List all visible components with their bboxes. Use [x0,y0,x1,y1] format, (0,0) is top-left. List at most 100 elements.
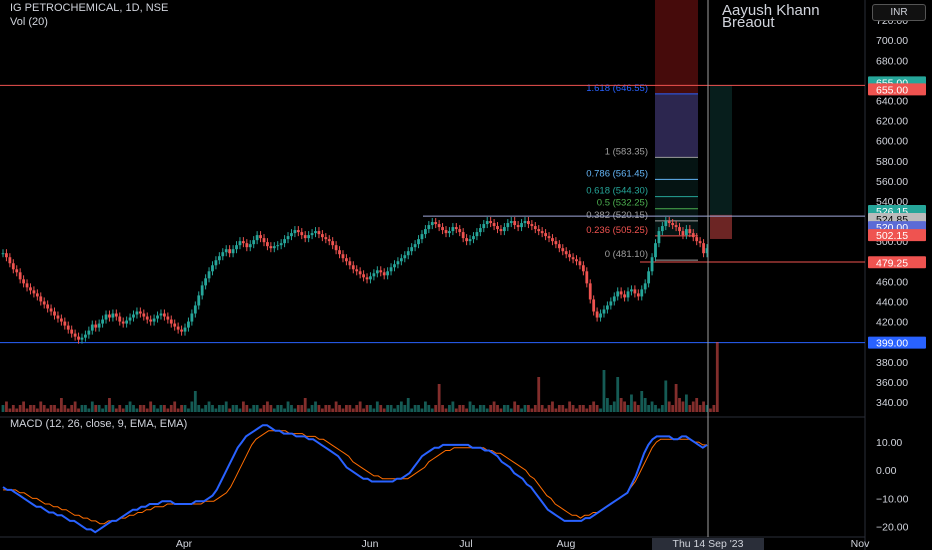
volume-bar [207,401,211,412]
symbol-legend[interactable]: IG PETROCHEMICAL, 1D, NSE [10,2,169,14]
price-tick-label: 540.00 [876,196,908,208]
volume-bar [640,391,644,412]
candle-body [138,311,142,314]
candle-body [8,257,12,264]
candle-body [406,251,410,256]
candle-body [640,289,644,297]
volume-bar [667,401,671,412]
volume-bar [527,405,530,412]
candle-body [358,271,362,275]
price-tick-label: 560.00 [876,176,908,188]
volume-bar [465,408,469,412]
candle-body [454,227,458,230]
volume-bar [121,408,125,412]
candle-body [612,296,616,302]
volume-bar [80,405,84,412]
candle-body [595,311,599,318]
price-badge-label: 479.25 [876,257,908,269]
macd-legend[interactable]: MACD (12, 26, close, 9, EMA, EMA) [10,418,188,430]
candle-body [11,263,15,270]
candle-body [169,319,173,324]
volume-bar [427,405,431,412]
time-tick-label: Nov [851,538,870,550]
volume-bar [557,405,561,412]
volume-bar [581,405,585,412]
candle-body [417,239,420,245]
volume-bar [602,370,606,412]
candle-body [530,224,534,227]
candle-body [362,274,365,278]
volume-bar [389,405,393,412]
volume-bar [482,405,486,412]
volume-bar [25,408,29,412]
candle-body [623,294,626,298]
volume-bar [609,405,613,412]
candle-body [42,301,46,305]
volume-bar [77,408,80,412]
volume-bar [310,405,314,412]
candle-body [540,231,544,234]
candle-body [248,244,252,248]
volume-bar [193,391,197,412]
volume-bar [238,408,242,412]
volume-bar [125,405,129,412]
candle-body [80,337,84,340]
volume-bar [317,405,321,412]
time-tick-label: Apr [176,538,193,550]
volume-bar [544,408,547,412]
volume-bar [369,405,372,412]
candle-body [262,238,266,243]
volume-bar [448,405,451,412]
candle-body [132,314,135,318]
volume-bar [114,408,118,412]
candle-body [382,272,386,276]
volume-bar [606,398,609,412]
candle-body [379,270,383,273]
candle-body [581,265,585,272]
volume-bar [94,405,98,412]
candle-body [468,239,472,242]
volume-bar [691,401,695,412]
volume-bar [214,408,218,412]
candle-body [372,273,376,277]
candle-body [111,313,115,318]
candle-body [290,233,293,237]
candle-body [695,237,699,242]
volume-bar [248,408,252,412]
candle-body [104,314,108,320]
candle-body [142,313,146,317]
candle-body [523,221,527,224]
volume-bar [406,398,410,412]
candle-body [705,248,709,254]
volume-bar [283,408,286,412]
volume-bar [386,405,390,412]
candle-body [660,226,664,232]
candle-body [266,242,269,247]
volume-legend[interactable]: Vol (20) [10,16,48,28]
candle-body [575,259,578,262]
volume-bar [211,405,214,412]
volume-bar [454,408,458,412]
volume-bar [132,405,135,412]
currency-button[interactable]: INR [872,4,926,21]
candle-body [145,316,149,320]
volume-bar [70,405,74,412]
candle-body [643,283,647,290]
volume-bar [217,405,221,412]
candle-body [424,229,427,235]
volume-bar [568,401,572,412]
candle-body [190,313,194,322]
candle-body [578,261,582,266]
volume-bar [314,401,317,412]
volume-bar [245,405,249,412]
volume-bar [358,401,362,412]
candle-body [458,229,462,233]
candle-body [94,324,98,328]
candle-body [684,229,688,236]
volume-bar [451,401,455,412]
volume-bar [554,408,558,412]
candle-body [396,261,400,265]
candle-body [317,231,321,235]
candle-body [434,222,438,225]
